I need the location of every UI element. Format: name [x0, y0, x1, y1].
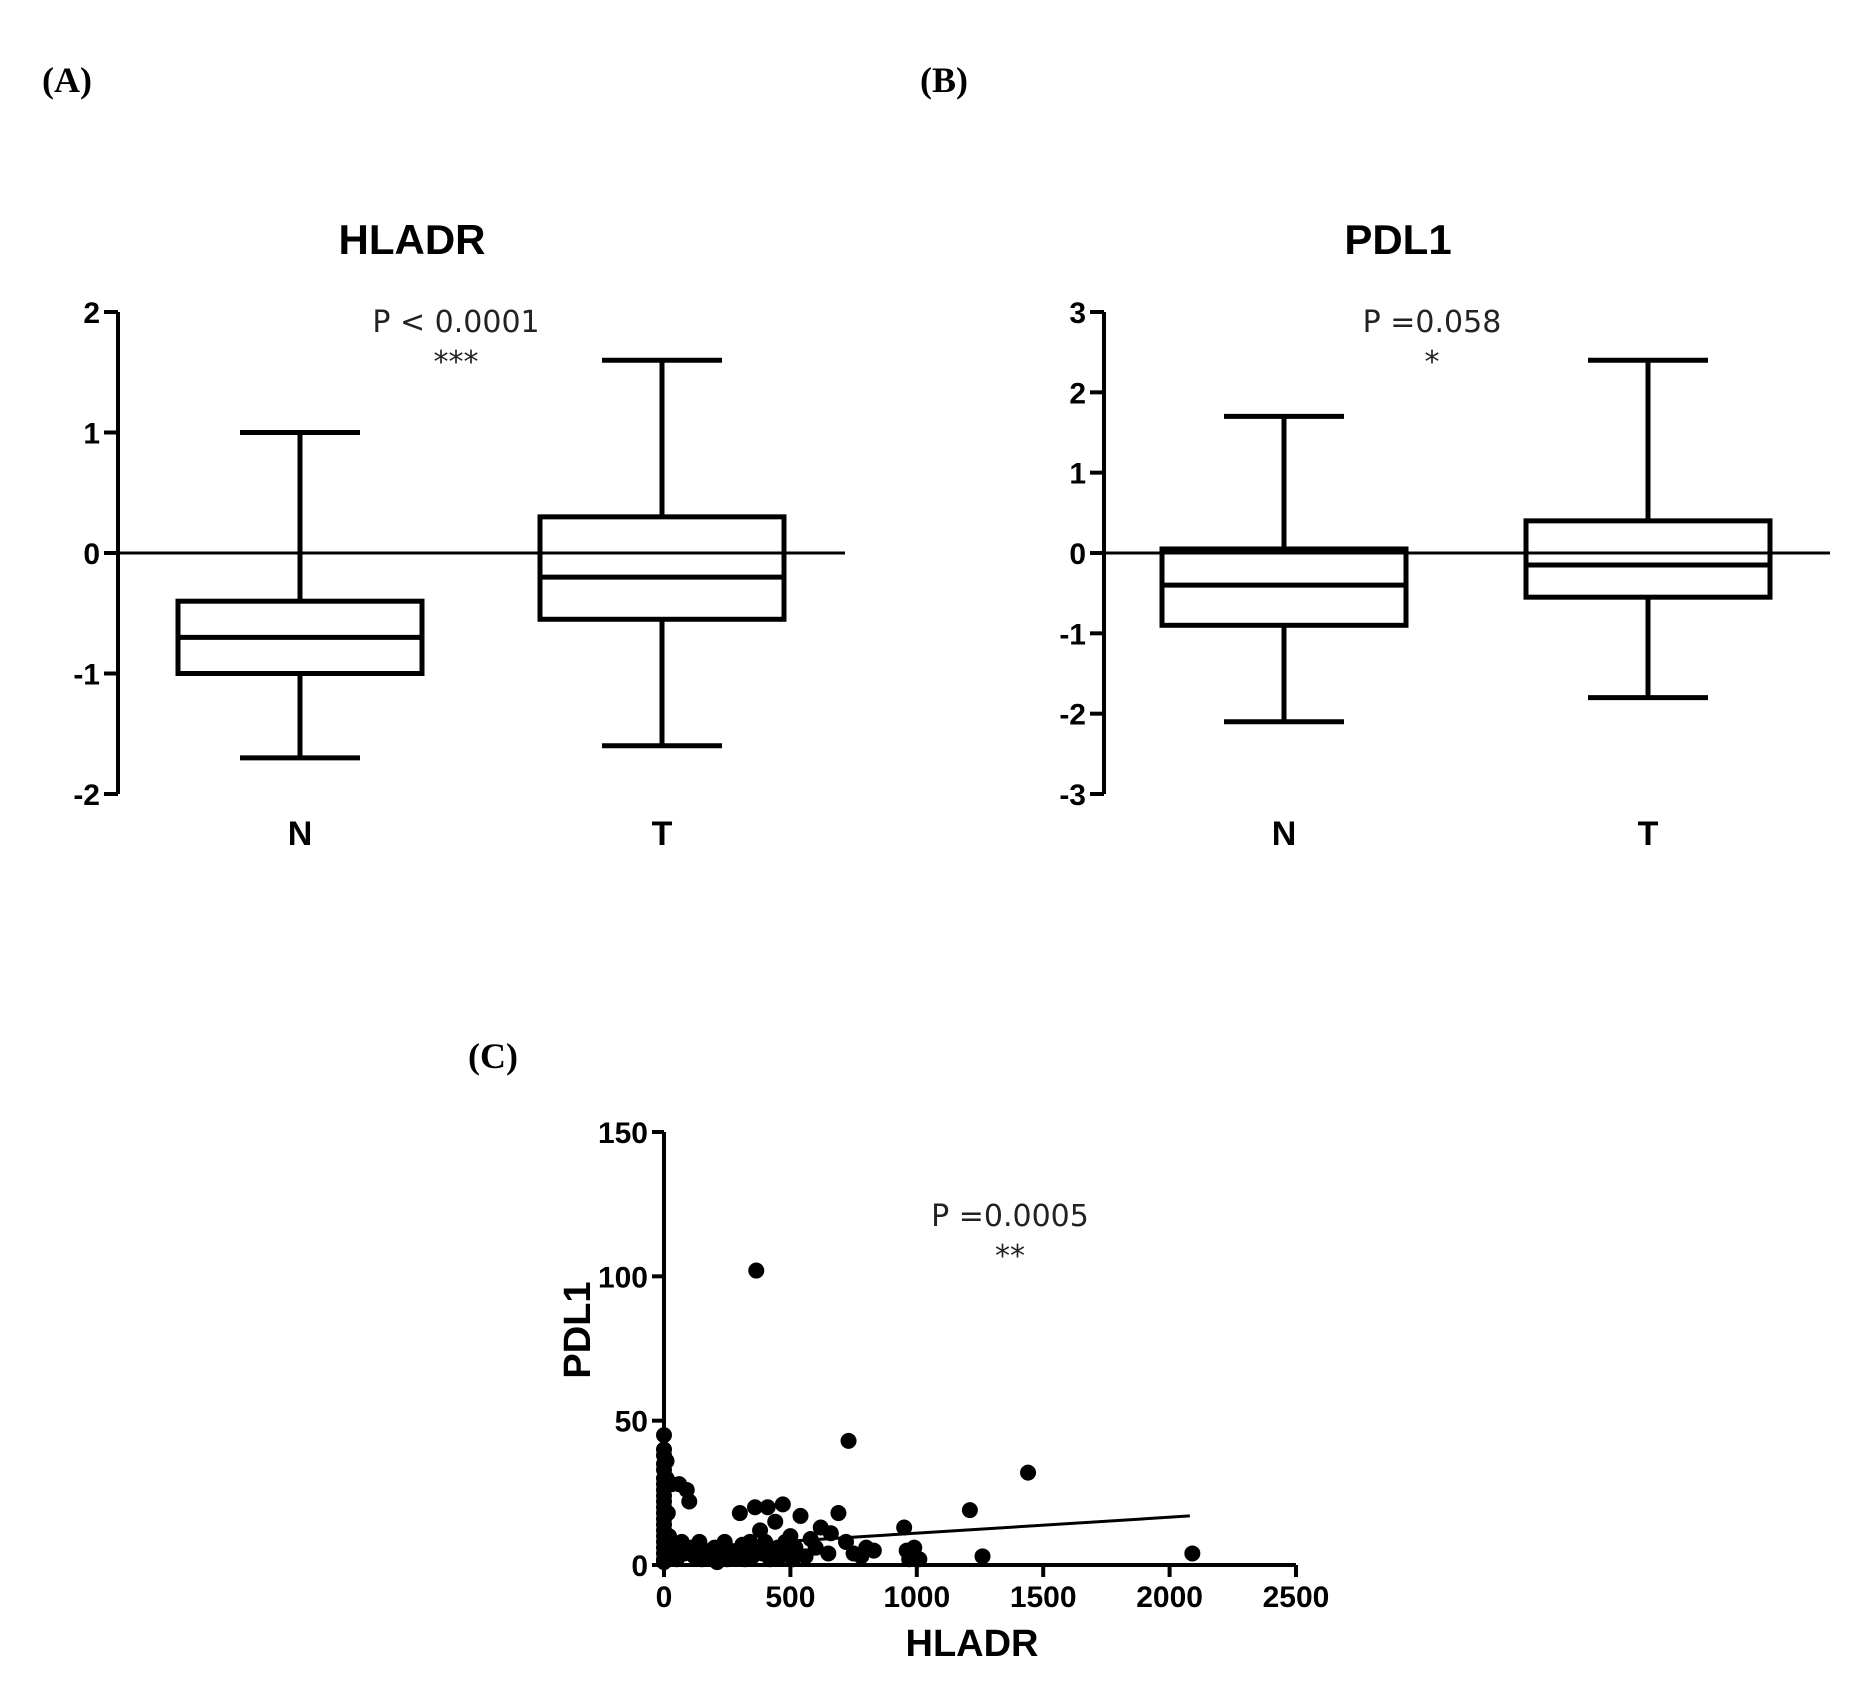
data-point	[961, 1502, 978, 1519]
panel-letter-c: (C)	[468, 1036, 518, 1076]
p-value-annotation: P =0.058	[1363, 305, 1502, 340]
data-point	[681, 1493, 698, 1510]
y-tick-label: 1	[83, 418, 100, 451]
y-tick-label: 0	[83, 538, 100, 571]
data-point	[911, 1551, 928, 1568]
significance-stars: *	[1425, 345, 1440, 380]
data-point	[1184, 1545, 1201, 1562]
y-tick-label: 50	[615, 1406, 648, 1439]
data-point	[731, 1505, 748, 1522]
y-tick-label: -1	[1059, 618, 1086, 651]
y-tick-label: -2	[1059, 699, 1086, 732]
x-tick-label: 0	[656, 1581, 673, 1614]
y-tick-label: 150	[598, 1117, 648, 1150]
p-value-annotation: P =0.0005	[931, 1199, 1089, 1234]
data-point	[748, 1262, 765, 1279]
panel-letter-a: (A)	[42, 60, 92, 100]
interquartile-box	[1523, 518, 1773, 600]
data-point	[840, 1432, 857, 1449]
data-point	[865, 1542, 882, 1559]
x-tick-label: 1000	[883, 1581, 950, 1614]
y-tick-label: 100	[598, 1261, 648, 1294]
x-tick-label: 500	[765, 1581, 815, 1614]
y-axis-label: PDL1	[557, 1281, 599, 1378]
y-axis: -3 -2 -1 0 1 2 3	[1059, 297, 1106, 812]
data-point	[820, 1545, 837, 1562]
y-tick-label: 2	[83, 297, 100, 330]
data-point	[656, 1427, 672, 1444]
panel-letter-b: (B)	[920, 60, 968, 100]
chart-title: HLADR	[339, 216, 486, 263]
data-point	[807, 1539, 824, 1556]
data-point	[759, 1499, 776, 1516]
p-value-annotation: P < 0.0001	[372, 305, 539, 340]
plot-area	[656, 1262, 1201, 1571]
y-tick-label: 0	[631, 1550, 648, 1583]
y-tick-label: -3	[1059, 779, 1086, 812]
y-tick-label: 0	[1069, 538, 1086, 571]
box-T: T	[1523, 357, 1773, 853]
interquartile-box	[537, 514, 787, 622]
category-label: T	[652, 815, 673, 853]
box-T: T	[537, 357, 787, 853]
data-point	[974, 1548, 991, 1565]
box-N: N	[1159, 413, 1409, 853]
y-tick-label: 3	[1069, 297, 1086, 330]
x-tick-label: 2500	[1263, 1581, 1330, 1614]
regression-line	[663, 1514, 1190, 1551]
significance-stars: **	[995, 1239, 1025, 1274]
data-point	[767, 1513, 784, 1530]
data-point	[896, 1519, 913, 1536]
data-point	[774, 1496, 791, 1513]
category-label: T	[1638, 815, 1659, 853]
y-axis: -2 -1 0 1 2	[73, 297, 120, 812]
data-point	[830, 1505, 847, 1522]
y-tick-label: -2	[73, 779, 100, 812]
category-label: N	[288, 815, 313, 853]
x-axis-label: HLADR	[906, 1623, 1039, 1665]
x-tick-label: 2000	[1136, 1581, 1203, 1614]
chart-title: PDL1	[1344, 216, 1451, 263]
data-point	[1020, 1464, 1037, 1481]
y-tick-label: 2	[1069, 377, 1086, 410]
data-point	[658, 1453, 675, 1470]
category-label: N	[1272, 815, 1297, 853]
y-tick-label: 1	[1069, 458, 1086, 491]
data-point	[792, 1507, 809, 1524]
data-point	[659, 1505, 676, 1522]
data-point	[747, 1499, 764, 1516]
y-tick-label: -1	[73, 659, 100, 692]
significance-stars: ***	[434, 345, 479, 380]
x-tick-label: 1500	[1010, 1581, 1077, 1614]
box-N: N	[175, 430, 425, 853]
